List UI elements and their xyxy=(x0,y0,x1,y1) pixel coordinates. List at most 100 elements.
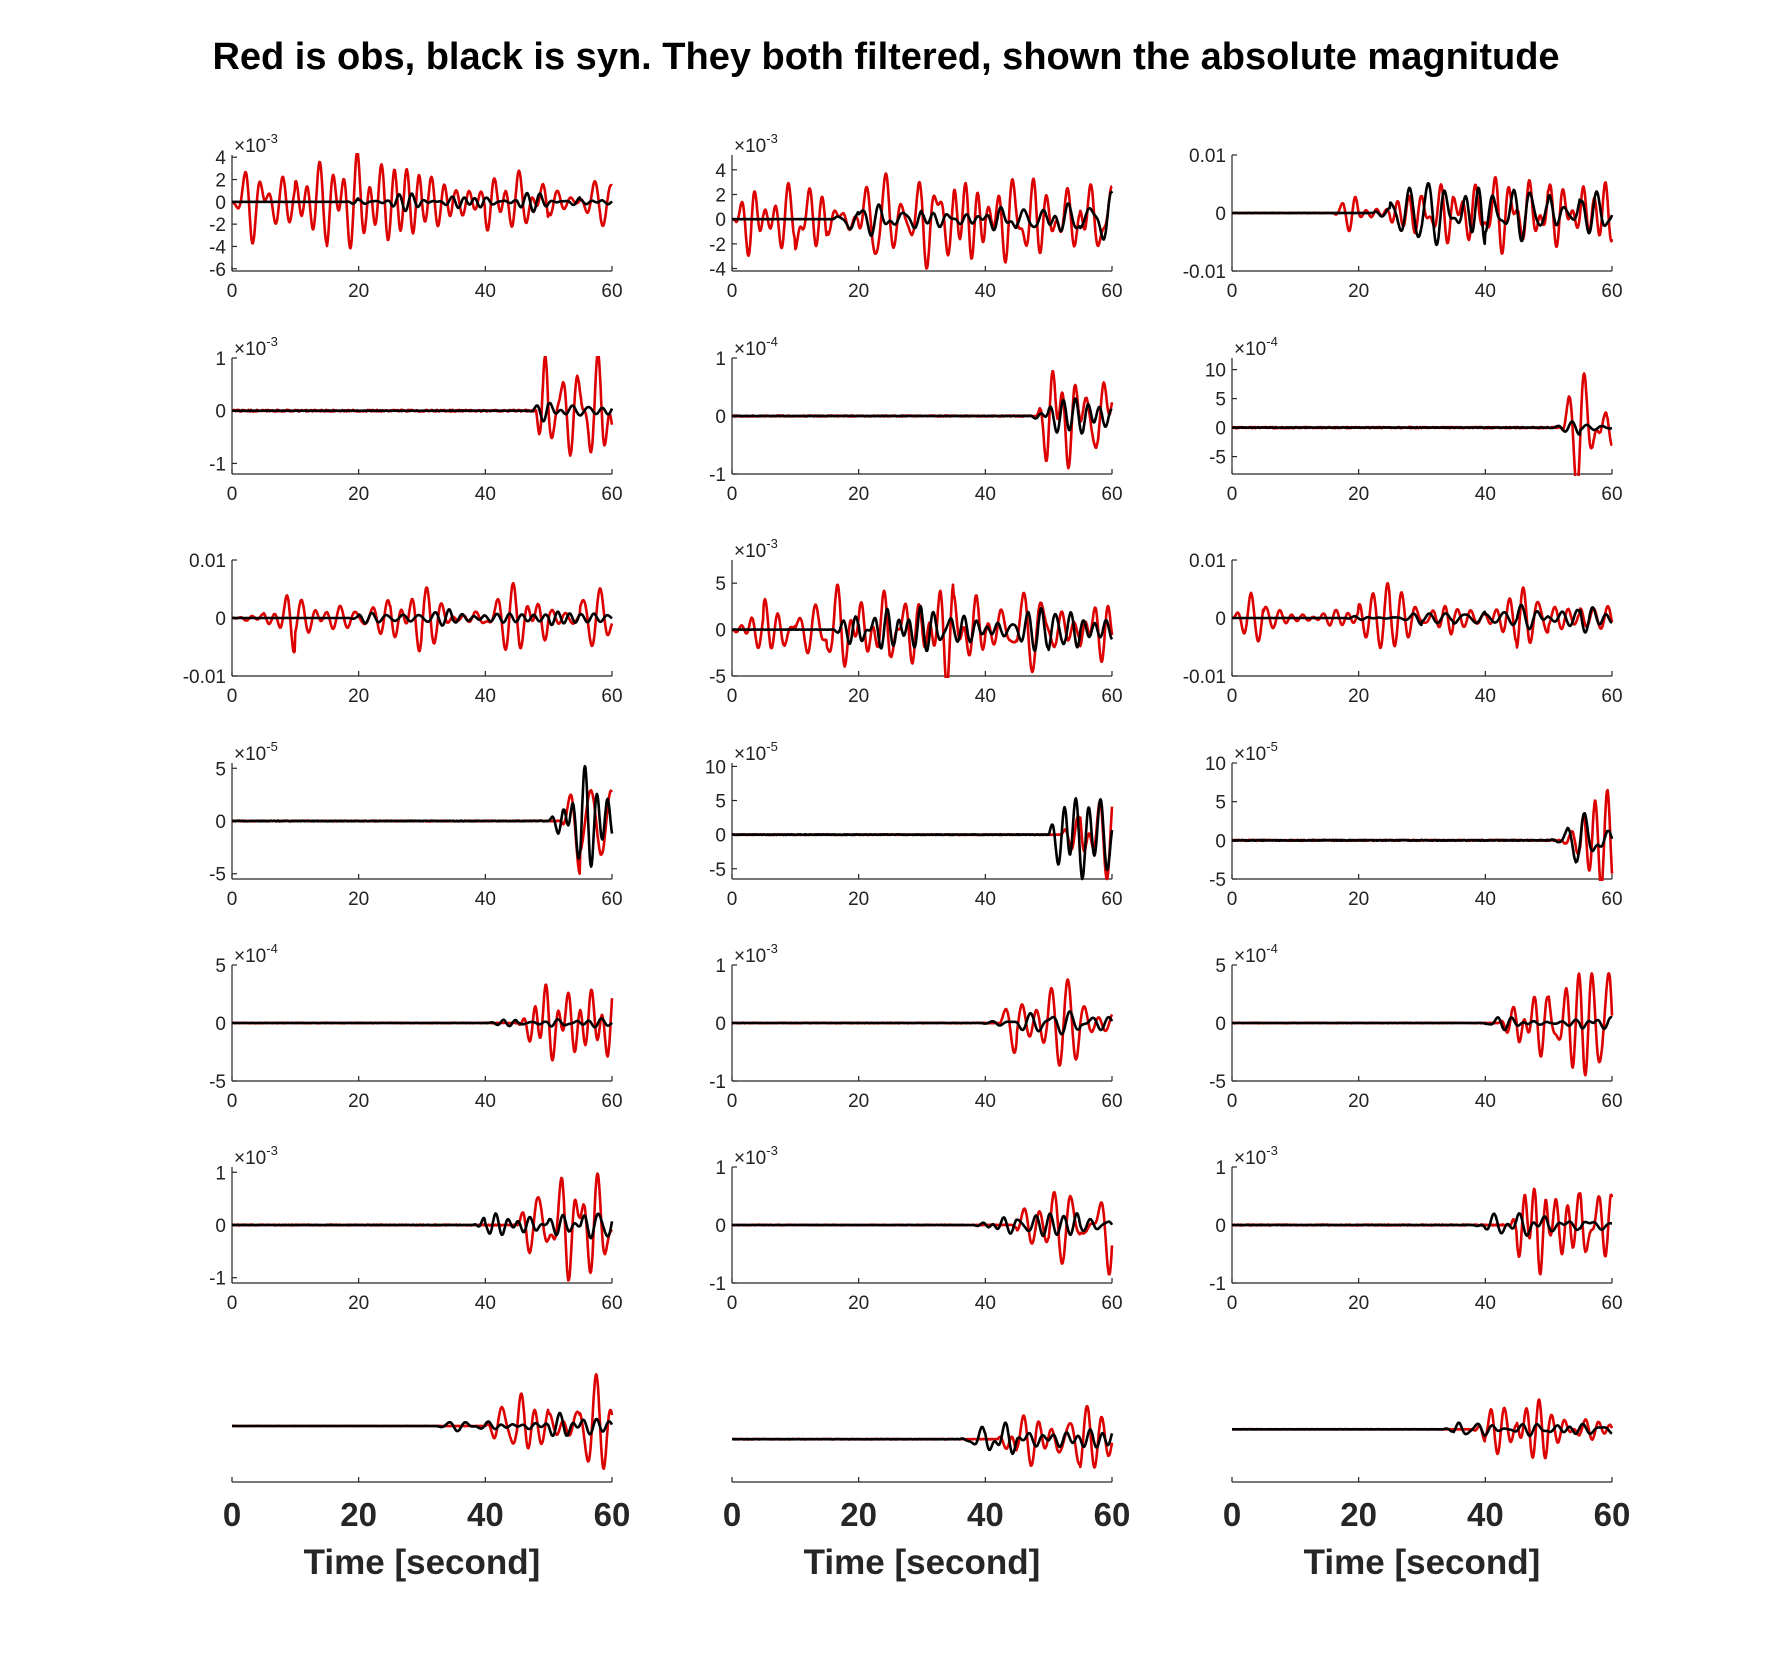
x-tick-label: 20 xyxy=(348,1091,369,1112)
syn-trace xyxy=(1232,1421,1613,1438)
syn-trace xyxy=(732,605,1114,653)
y-tick-label: 0 xyxy=(715,621,726,642)
y-tick-label: -1 xyxy=(709,465,726,486)
x-tick-label: 40 xyxy=(967,1496,1004,1533)
y-tick-label: 0 xyxy=(715,1216,726,1237)
x-tick-label: 20 xyxy=(348,281,369,302)
y-tick-label: -5 xyxy=(1209,448,1226,469)
y-tick-label: -5 xyxy=(1209,1072,1226,1093)
syn-trace xyxy=(1232,603,1613,634)
y-tick-label: 5 xyxy=(215,759,226,780)
y-tick-label: 4 xyxy=(715,161,726,182)
syn-trace xyxy=(232,401,614,423)
x-tick-label: 0 xyxy=(1227,1293,1238,1314)
subplot-r3c3: 0 20 40 600.010-0.01 xyxy=(1183,551,1623,707)
y-tick-label: 1 xyxy=(715,956,726,977)
y-tick-label: -1 xyxy=(209,454,226,475)
x-tick-label: 20 xyxy=(1348,281,1369,302)
obs-trace xyxy=(1232,1187,1614,1276)
y-tick-label: 10 xyxy=(705,757,726,778)
y-tick-label: 0 xyxy=(215,193,226,214)
x-axis-label: Time [second] xyxy=(304,1543,541,1582)
y-tick-label: 0 xyxy=(1215,419,1226,440)
syn-trace xyxy=(732,1212,1114,1238)
y-exponent-label: ×10-4 xyxy=(234,941,278,967)
y-tick-label: -1 xyxy=(1209,1274,1226,1295)
y-tick-label: 0 xyxy=(1215,831,1226,852)
x-tick-label: 40 xyxy=(475,484,496,505)
y-exponent-label: ×10-4 xyxy=(734,334,778,360)
syn-trace xyxy=(1232,420,1613,436)
y-tick-label: 0 xyxy=(215,609,226,630)
subplot-r7c1: 0 20 40 60 Time [second] xyxy=(223,1373,630,1582)
y-tick-label: 0 xyxy=(1215,609,1226,630)
x-tick-label: 60 xyxy=(1101,1091,1122,1112)
y-exponent-label: ×10-3 xyxy=(734,1143,778,1169)
y-tick-label: -2 xyxy=(709,235,726,256)
x-tick-label: 20 xyxy=(340,1496,377,1533)
x-tick-label: 20 xyxy=(848,889,869,910)
y-tick-label: 0 xyxy=(215,402,226,423)
x-tick-label: 0 xyxy=(727,484,738,505)
x-tick-label: 60 xyxy=(1101,484,1122,505)
x-tick-label: 0 xyxy=(1227,889,1238,910)
x-tick-label: 0 xyxy=(227,281,238,302)
x-tick-label: 20 xyxy=(848,281,869,302)
x-tick-label: 40 xyxy=(1475,281,1496,302)
x-tick-label: 60 xyxy=(1101,1293,1122,1314)
y-tick-label: 1 xyxy=(215,1163,226,1184)
obs-trace xyxy=(232,788,614,875)
y-tick-label: 0 xyxy=(215,1014,226,1035)
x-tick-label: 20 xyxy=(848,686,869,707)
obs-trace xyxy=(232,1373,614,1470)
y-tick-label: 0 xyxy=(1215,1216,1226,1237)
x-axis-label: Time [second] xyxy=(804,1543,1041,1582)
x-tick-label: 0 xyxy=(1227,686,1238,707)
syn-trace xyxy=(732,1010,1114,1036)
y-tick-label: 10 xyxy=(1205,361,1226,382)
y-tick-label: 0.01 xyxy=(189,551,226,572)
x-tick-label: 60 xyxy=(1601,484,1622,505)
x-tick-label: 40 xyxy=(1475,889,1496,910)
x-tick-label: 40 xyxy=(975,484,996,505)
y-tick-label: 5 xyxy=(1215,793,1226,814)
x-tick-label: 0 xyxy=(727,889,738,910)
x-tick-label: 60 xyxy=(1601,1293,1622,1314)
y-tick-label: -1 xyxy=(709,1274,726,1295)
y-exponent-label: ×10-4 xyxy=(1234,941,1278,967)
y-tick-label: 5 xyxy=(1215,956,1226,977)
x-tick-label: 40 xyxy=(467,1496,504,1533)
figure-title: Red is obs, black is syn. They both filt… xyxy=(212,36,1560,78)
x-tick-label: 0 xyxy=(727,1293,738,1314)
y-exponent-label: ×10-4 xyxy=(1234,334,1278,360)
y-exponent-label: ×10-3 xyxy=(234,131,278,157)
y-exponent-label: ×10-3 xyxy=(734,536,778,562)
x-tick-label: 40 xyxy=(475,1293,496,1314)
x-tick-label: 60 xyxy=(1601,889,1622,910)
y-tick-label: -5 xyxy=(209,865,226,886)
syn-trace xyxy=(732,397,1113,435)
y-tick-label: 0.01 xyxy=(1189,551,1226,572)
y-tick-label: -0.01 xyxy=(1183,262,1226,283)
y-exponent-label: ×10-3 xyxy=(234,334,278,360)
subplot-r7c3: 0 20 40 60 Time [second] xyxy=(1223,1398,1630,1582)
x-tick-label: 40 xyxy=(1475,484,1496,505)
x-tick-label: 40 xyxy=(475,281,496,302)
x-tick-label: 0 xyxy=(1227,1091,1238,1112)
x-axis-label: Time [second] xyxy=(1304,1543,1541,1582)
x-tick-label: 0 xyxy=(227,889,238,910)
x-tick-label: 60 xyxy=(1601,686,1622,707)
x-tick-label: 20 xyxy=(1340,1496,1377,1533)
x-tick-label: 40 xyxy=(975,889,996,910)
obs-trace xyxy=(232,356,614,457)
x-tick-label: 0 xyxy=(723,1496,741,1533)
y-tick-label: 0 xyxy=(1215,1014,1226,1035)
x-tick-label: 0 xyxy=(223,1496,241,1533)
